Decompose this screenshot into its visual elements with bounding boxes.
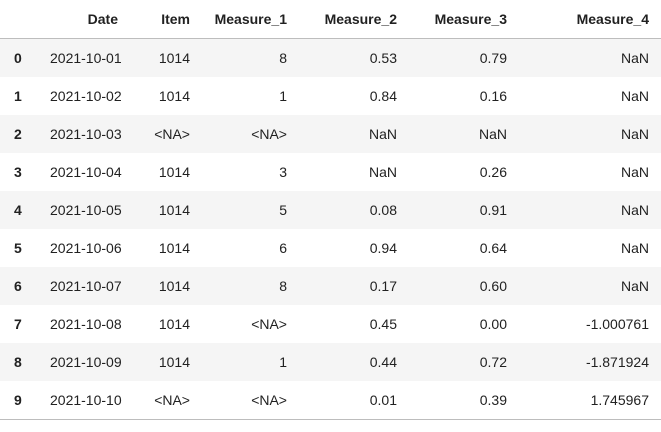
table-cell: 2021-10-02 bbox=[50, 88, 122, 104]
header-row: Date Item Measure_1 Measure_2 Measure_3 … bbox=[0, 0, 661, 39]
table-cell: 0.39 bbox=[409, 381, 519, 420]
table-cell: 1014 bbox=[158, 50, 190, 66]
table-cell: <NA> bbox=[154, 126, 190, 142]
table-cell: 5 bbox=[279, 202, 287, 218]
table-cell: 1 bbox=[279, 354, 287, 370]
table-cell: 0.44 bbox=[369, 354, 397, 370]
table-cell: NaN bbox=[368, 126, 397, 142]
table-cell: 0.79 bbox=[479, 50, 507, 66]
table-cell: 0.53 bbox=[369, 50, 397, 66]
row-index: 4 bbox=[14, 202, 22, 218]
column-header-item: Item bbox=[130, 0, 202, 39]
table-cell: 8 bbox=[279, 50, 287, 66]
row-index: 1 bbox=[14, 88, 22, 104]
column-header-measure-3: Measure_3 bbox=[409, 0, 519, 39]
table-row: 3 2021-10-04 1014 3 NaN 0.26 NaN bbox=[0, 153, 661, 191]
table-cell: 2021-10-10 bbox=[38, 381, 130, 420]
row-index: 0 bbox=[14, 50, 22, 66]
table-cell: NaN bbox=[620, 278, 649, 294]
table-cell: 0.16 bbox=[479, 88, 507, 104]
table-cell: -1.871924 bbox=[585, 354, 649, 370]
table-cell: <NA> bbox=[251, 316, 287, 332]
row-index: 7 bbox=[14, 316, 22, 332]
table-cell: 2021-10-07 bbox=[50, 278, 122, 294]
table-cell: 0.72 bbox=[479, 354, 507, 370]
table-cell: 0.26 bbox=[479, 164, 507, 180]
row-index: 2 bbox=[14, 126, 22, 142]
table-row: 7 2021-10-08 1014 <NA> 0.45 0.00 -1.0007… bbox=[0, 305, 661, 343]
table-cell: 2021-10-03 bbox=[50, 126, 122, 142]
table-cell: 2021-10-06 bbox=[50, 240, 122, 256]
table-row: 4 2021-10-05 1014 5 0.08 0.91 NaN bbox=[0, 191, 661, 229]
table-cell: 3 bbox=[279, 164, 287, 180]
column-header-measure-2: Measure_2 bbox=[299, 0, 409, 39]
table-cell: 0.84 bbox=[369, 88, 397, 104]
table-cell: NaN bbox=[368, 164, 397, 180]
table-cell: <NA> bbox=[130, 381, 202, 420]
table-row: 8 2021-10-09 1014 1 0.44 0.72 -1.871924 bbox=[0, 343, 661, 381]
table-cell: 0.94 bbox=[369, 240, 397, 256]
table-cell: 0.64 bbox=[479, 240, 507, 256]
table-cell: NaN bbox=[620, 50, 649, 66]
table-body: 0 2021-10-01 1014 8 0.53 0.79 NaN 1 2021… bbox=[0, 38, 661, 420]
table-cell: 0.17 bbox=[369, 278, 397, 294]
table-cell: NaN bbox=[620, 240, 649, 256]
column-header-measure-4: Measure_4 bbox=[519, 0, 661, 39]
table-cell: 0.08 bbox=[369, 202, 397, 218]
table-cell: 2021-10-09 bbox=[50, 354, 122, 370]
table-cell: NaN bbox=[620, 126, 649, 142]
table-cell: 2021-10-01 bbox=[50, 50, 122, 66]
table-cell: <NA> bbox=[251, 126, 287, 142]
table-cell: -1.000761 bbox=[585, 316, 649, 332]
row-index: 9 bbox=[0, 381, 38, 420]
table-cell: 1.745967 bbox=[519, 381, 661, 420]
table-cell: NaN bbox=[620, 202, 649, 218]
table-cell: 6 bbox=[279, 240, 287, 256]
table-row: 5 2021-10-06 1014 6 0.94 0.64 NaN bbox=[0, 229, 661, 267]
column-header-measure-1: Measure_1 bbox=[202, 0, 299, 39]
table-cell: 1014 bbox=[158, 164, 190, 180]
dataframe-table: Date Item Measure_1 Measure_2 Measure_3 … bbox=[0, 0, 661, 420]
table-cell: NaN bbox=[620, 88, 649, 104]
table-cell: 1014 bbox=[158, 354, 190, 370]
table-row: 2 2021-10-03 <NA> <NA> NaN NaN NaN bbox=[0, 115, 661, 153]
row-index: 3 bbox=[14, 164, 22, 180]
table-cell: 0.00 bbox=[479, 316, 507, 332]
table-cell: NaN bbox=[620, 164, 649, 180]
index-column-header bbox=[0, 0, 38, 39]
table-cell: 8 bbox=[279, 278, 287, 294]
table-cell: 2021-10-08 bbox=[50, 316, 122, 332]
table-cell: 0.01 bbox=[299, 381, 409, 420]
table-cell: 1014 bbox=[158, 278, 190, 294]
table-cell: 1014 bbox=[158, 240, 190, 256]
table-cell: 1014 bbox=[158, 316, 190, 332]
table-header: Date Item Measure_1 Measure_2 Measure_3 … bbox=[0, 0, 661, 39]
table-cell: <NA> bbox=[202, 381, 299, 420]
table-cell: 0.91 bbox=[479, 202, 507, 218]
row-index: 5 bbox=[14, 240, 22, 256]
table-cell: NaN bbox=[478, 126, 507, 142]
table-cell: 1014 bbox=[158, 202, 190, 218]
table-cell: 2021-10-04 bbox=[50, 164, 122, 180]
table-cell: 2021-10-05 bbox=[50, 202, 122, 218]
table-cell: 0.45 bbox=[369, 316, 397, 332]
table-row: 1 2021-10-02 1014 1 0.84 0.16 NaN bbox=[0, 77, 661, 115]
table-cell: 0.60 bbox=[479, 278, 507, 294]
table-row: 0 2021-10-01 1014 8 0.53 0.79 NaN bbox=[0, 38, 661, 77]
table-row: 6 2021-10-07 1014 8 0.17 0.60 NaN bbox=[0, 267, 661, 305]
row-index: 6 bbox=[14, 278, 22, 294]
table-cell: 1014 bbox=[158, 88, 190, 104]
column-header-date: Date bbox=[38, 0, 130, 39]
table-cell: 1 bbox=[279, 88, 287, 104]
row-index: 8 bbox=[14, 354, 22, 370]
table-row: 9 2021-10-10 <NA> <NA> 0.01 0.39 1.74596… bbox=[0, 381, 661, 420]
